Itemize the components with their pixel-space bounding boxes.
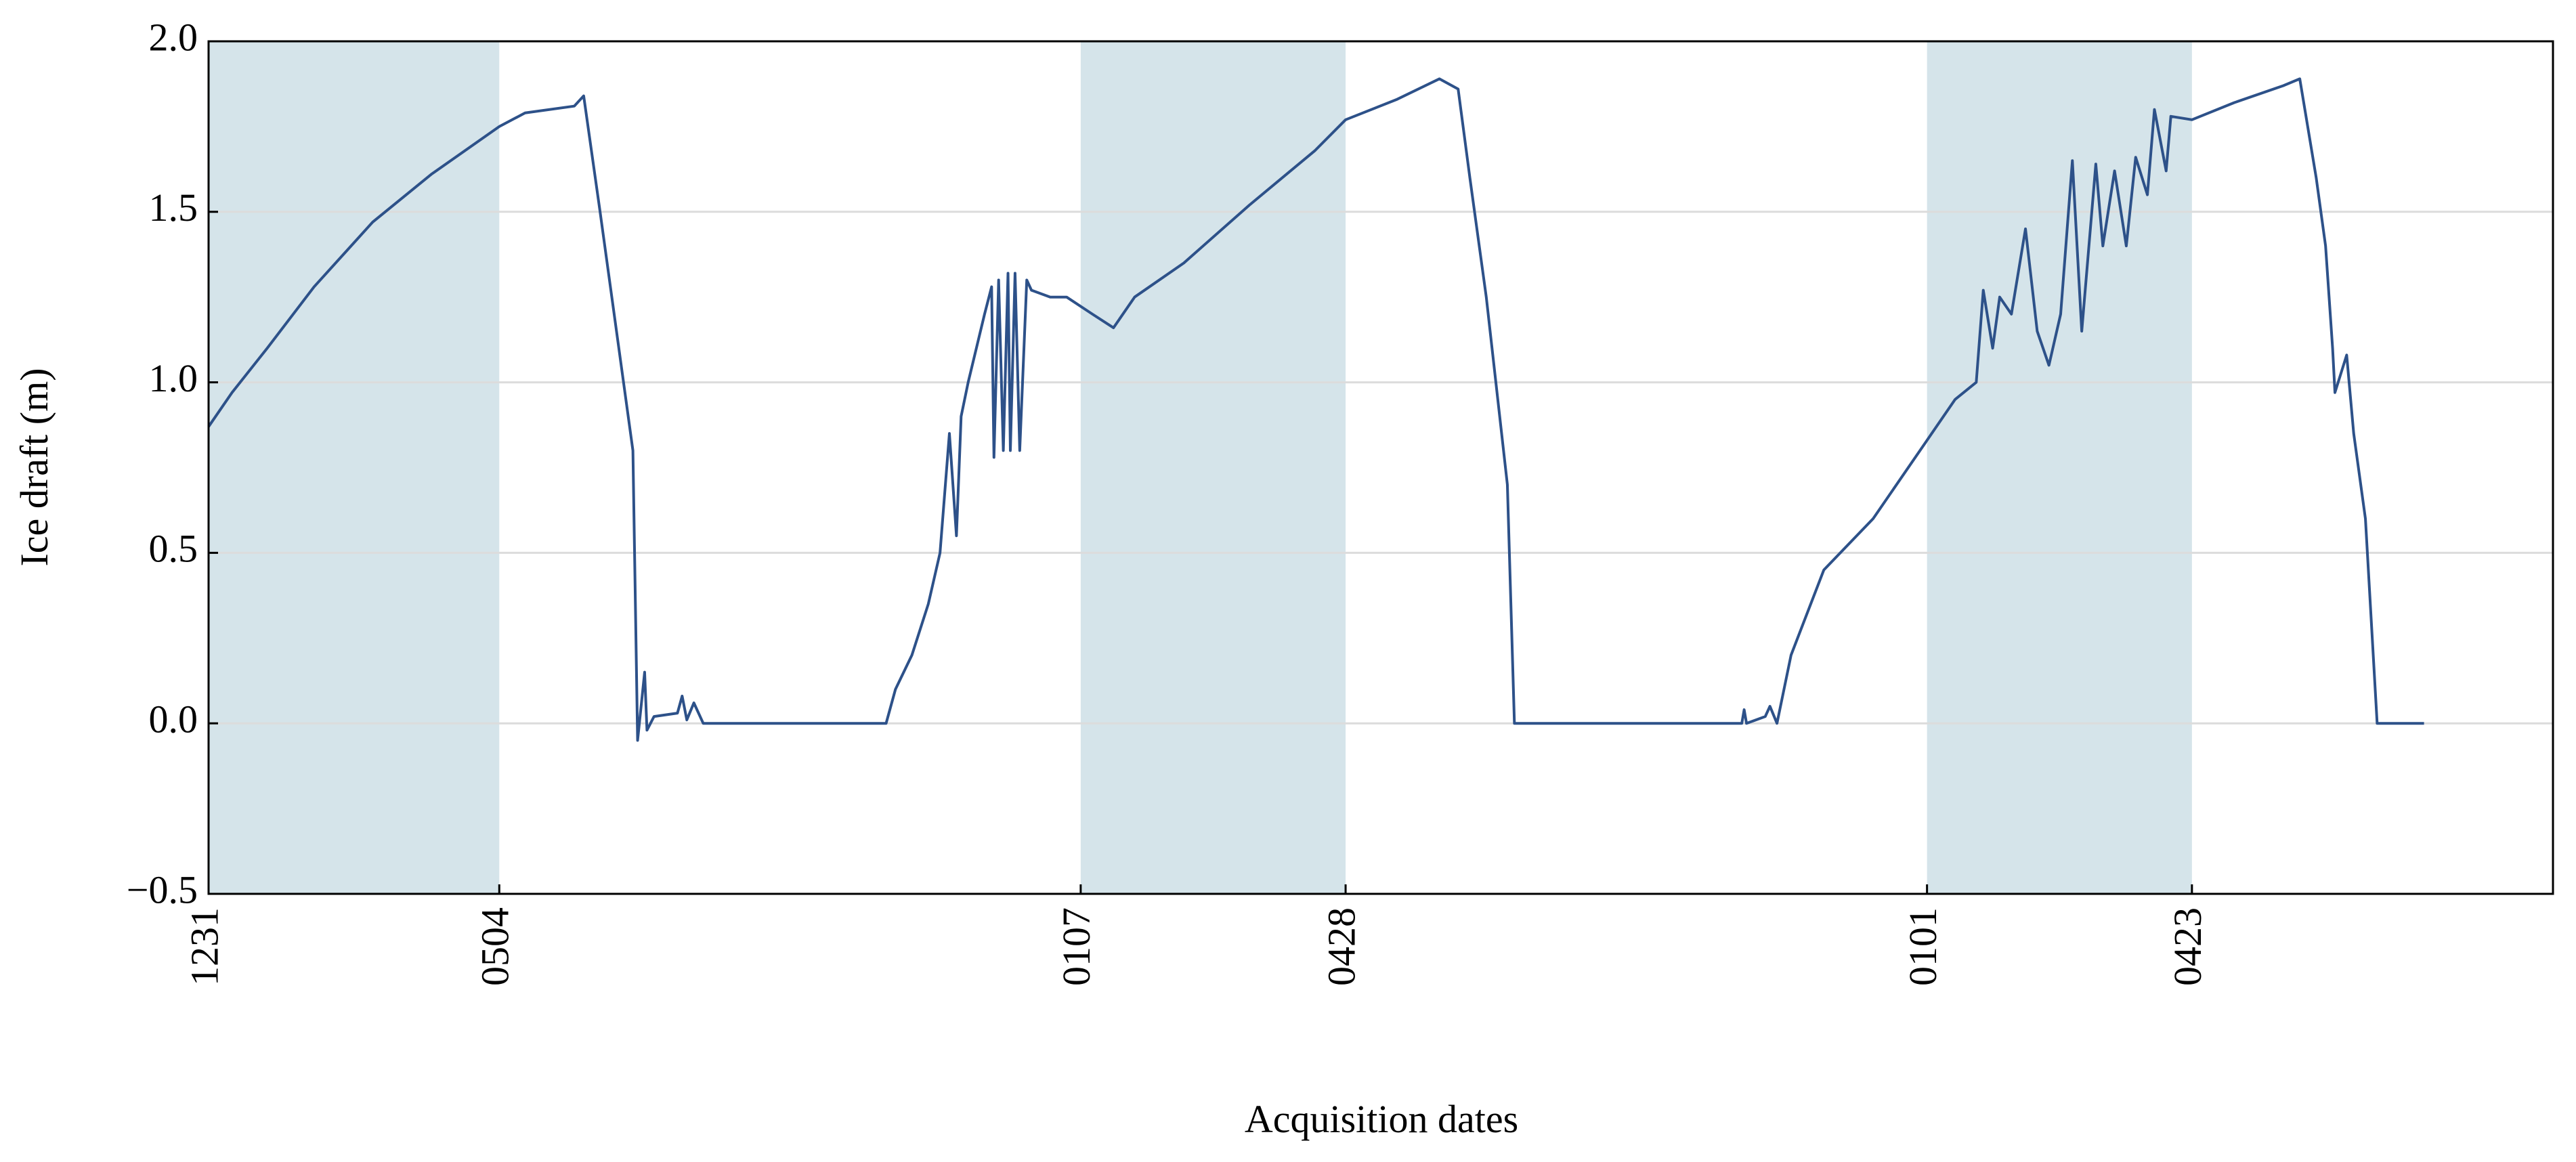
shaded-span <box>1927 41 2192 894</box>
x-tick-label: 0107 <box>1054 907 1098 986</box>
y-tick-label: −0.5 <box>127 867 198 911</box>
y-axis-label: Ice draft (m) <box>12 368 56 566</box>
x-axis-label: Acquisition dates <box>1245 1097 1518 1141</box>
x-tick-label: 0423 <box>2166 907 2210 986</box>
x-tick-label: 0428 <box>1319 907 1363 986</box>
y-tick-label: 1.5 <box>149 186 198 230</box>
x-tick-label: 0101 <box>1901 907 1945 986</box>
y-tick-label: 2.0 <box>149 15 198 59</box>
plot-frame <box>207 40 2554 895</box>
x-tick-label: 1231 <box>182 907 226 986</box>
y-tick-label: 1.0 <box>149 356 198 400</box>
y-tick-label: 0.0 <box>149 697 198 741</box>
shaded-span <box>1080 41 1346 894</box>
data-line <box>207 77 2424 742</box>
shaded-span <box>209 41 500 894</box>
x-tick-label: 0504 <box>473 907 517 986</box>
y-tick-label: 0.5 <box>149 527 198 571</box>
